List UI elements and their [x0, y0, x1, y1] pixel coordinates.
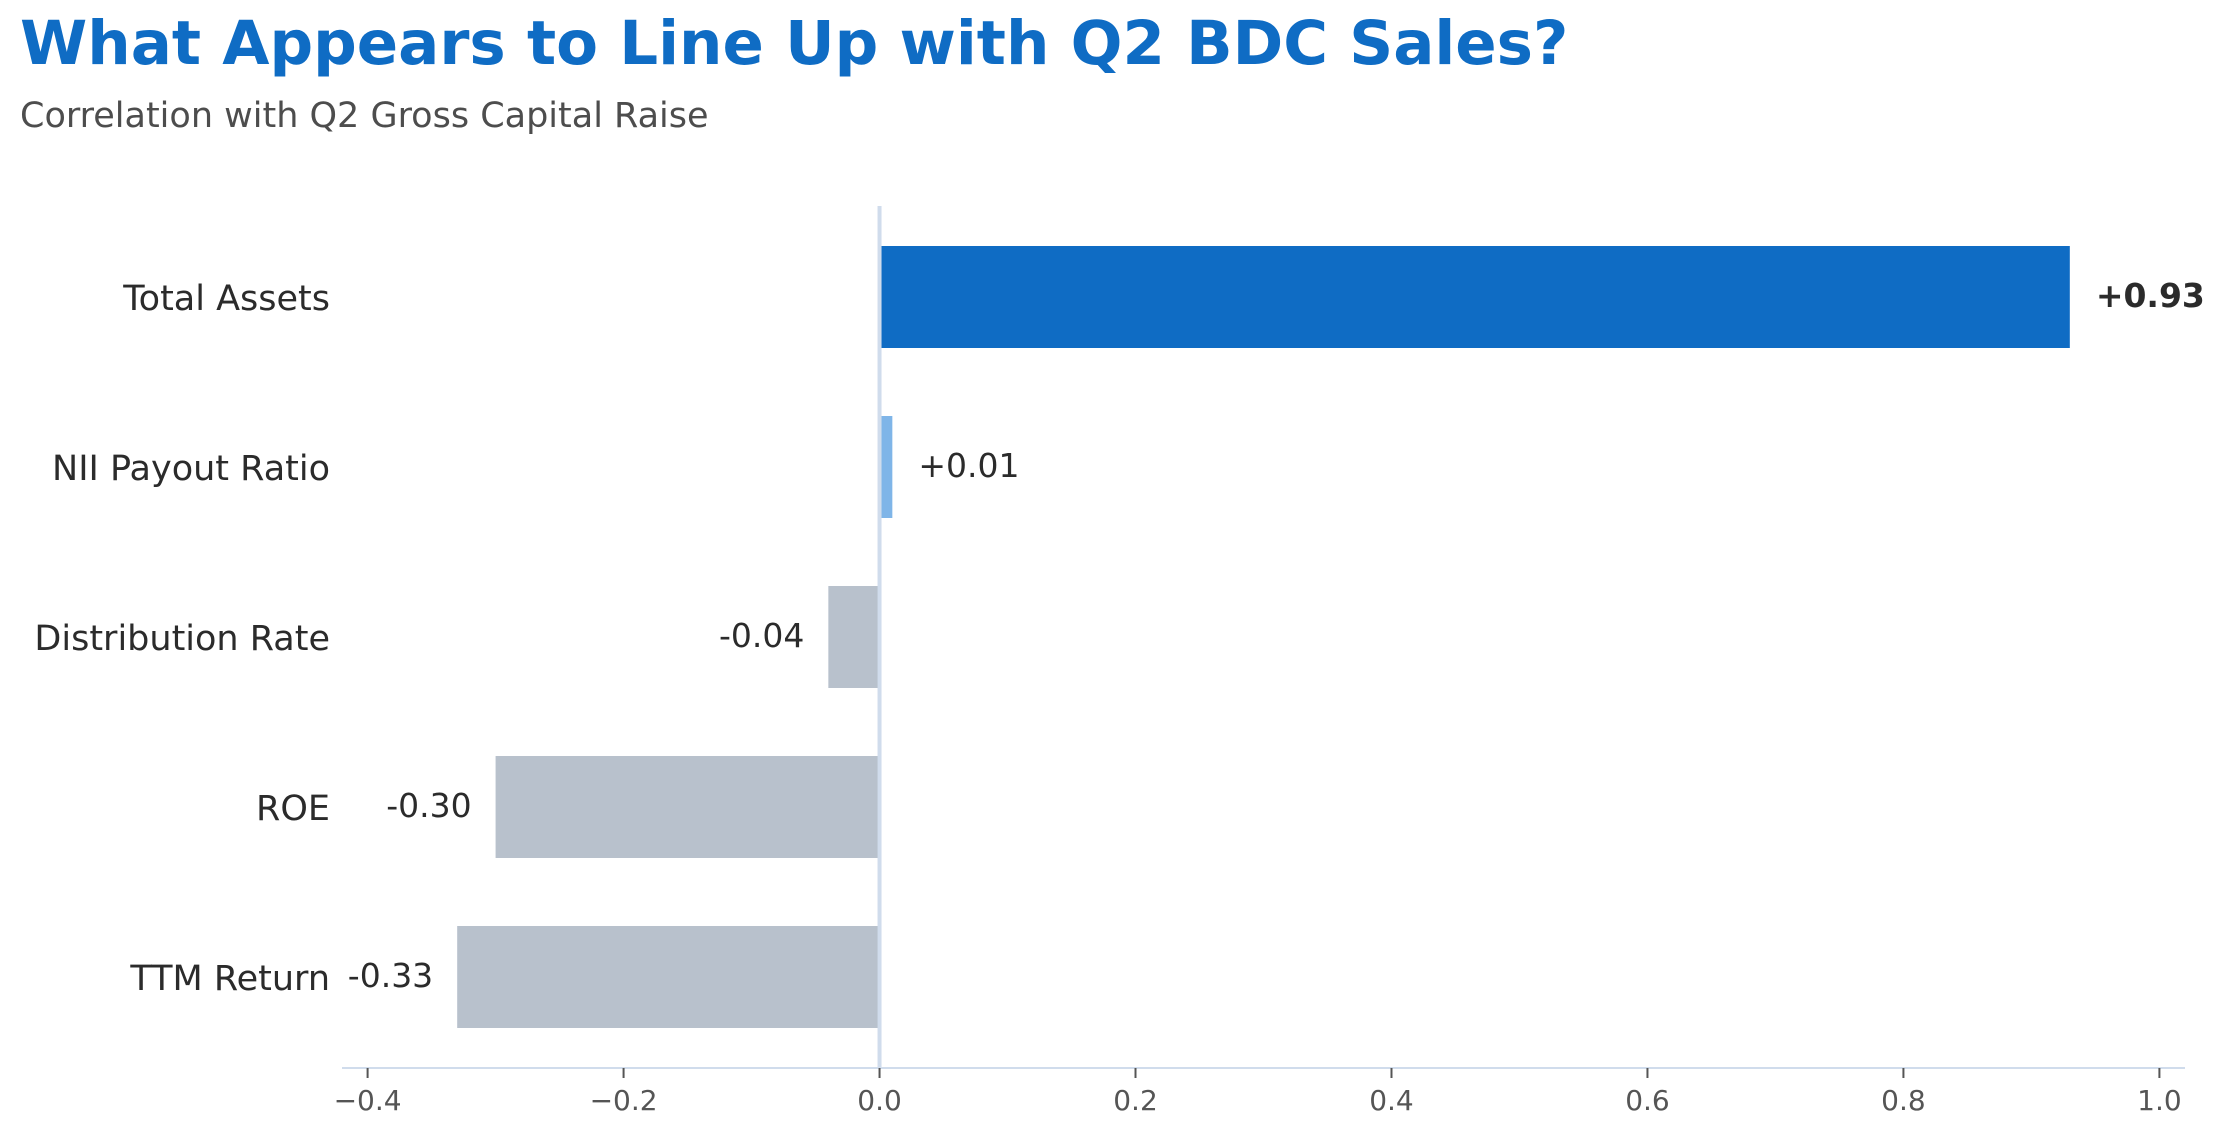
- category-label-total-assets: Total Assets: [122, 279, 330, 319]
- x-tick-label: −0.4: [334, 1084, 402, 1117]
- chart-title: What Appears to Line Up with Q2 BDC Sale…: [20, 8, 1569, 79]
- category-label-distribution-rate: Distribution Rate: [34, 619, 330, 659]
- bar-distribution-rate: [828, 586, 880, 688]
- x-axis: −0.4 −0.2 0.0 0.2 0.4 0.6 0.8 1.0: [334, 1067, 2185, 1117]
- value-label-total-assets: +0.93: [2096, 276, 2205, 315]
- value-label-nii-payout-ratio: +0.01: [918, 446, 1019, 485]
- category-label-nii-payout-ratio: NII Payout Ratio: [52, 449, 330, 489]
- chart-subtitle: Correlation with Q2 Gross Capital Raise: [20, 96, 709, 136]
- bar-ttm-return: [457, 926, 880, 1028]
- value-label-roe: -0.30: [386, 786, 471, 825]
- x-tick-label: 0.0: [857, 1084, 902, 1117]
- x-tick-label: 1.0: [2137, 1084, 2182, 1117]
- bars-layer: [457, 246, 2070, 1028]
- category-label-roe: ROE: [256, 789, 330, 829]
- x-tick-label: 0.6: [1625, 1084, 1670, 1117]
- bar-nii-payout-ratio: [879, 416, 893, 518]
- x-tick-label: 0.2: [1113, 1084, 1158, 1117]
- value-label-distribution-rate: -0.04: [719, 616, 804, 655]
- bar-roe: [495, 756, 880, 858]
- value-label-ttm-return: -0.33: [348, 956, 433, 995]
- bar-total-assets: [879, 246, 2070, 348]
- category-label-ttm-return: TTM Return: [129, 959, 330, 999]
- x-tick-label: −0.2: [590, 1084, 658, 1117]
- labels-layer: Total Assets +0.93 NII Payout Ratio +0.01 Di…: [34, 276, 2204, 999]
- x-tick-label: 0.4: [1369, 1084, 1414, 1117]
- x-tick-label: 0.8: [1881, 1084, 1926, 1117]
